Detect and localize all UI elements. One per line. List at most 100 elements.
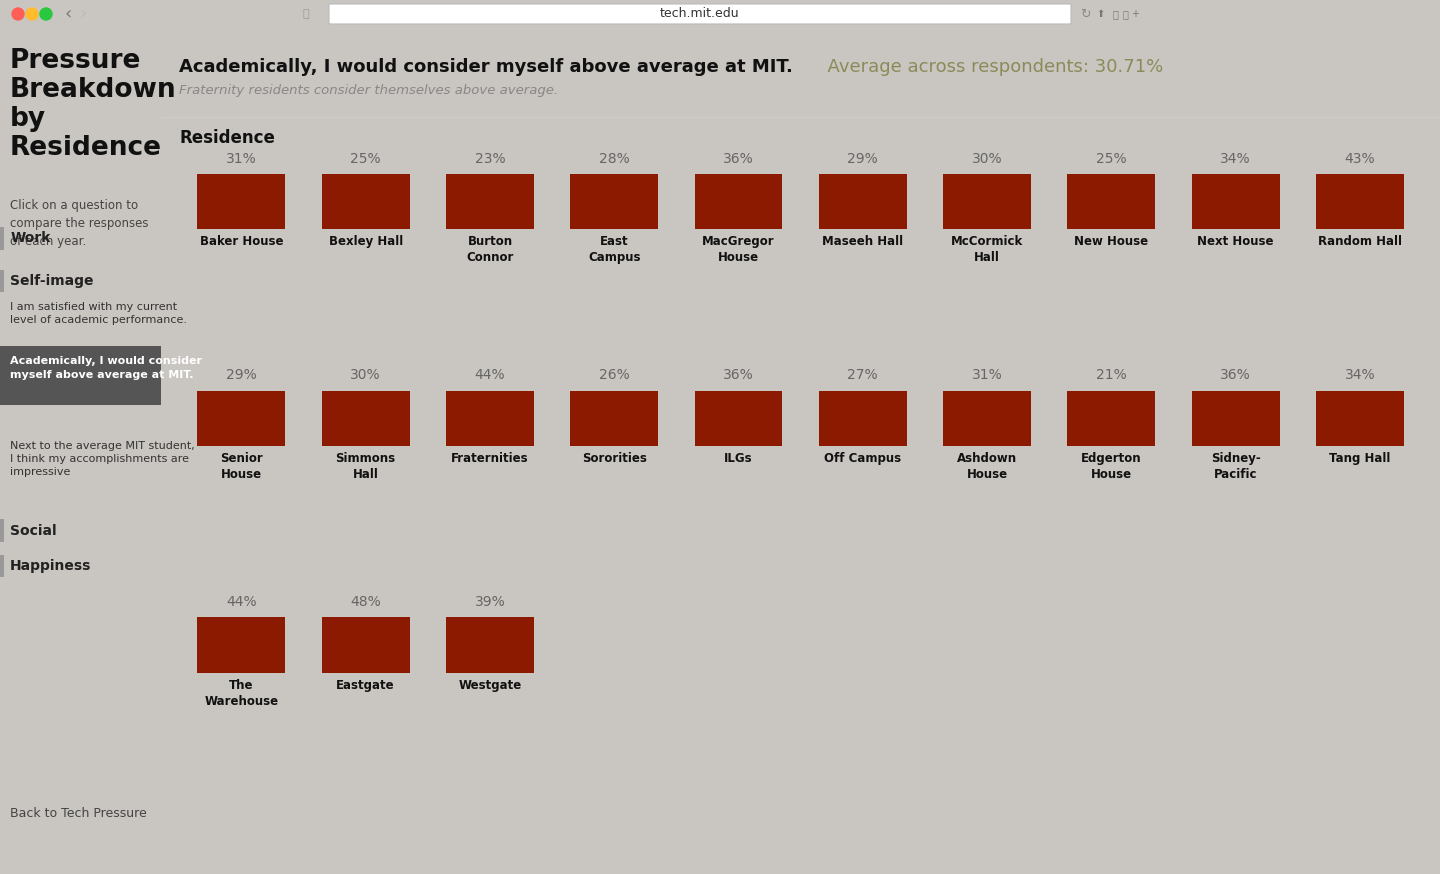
- Circle shape: [40, 8, 52, 20]
- Text: 39%: 39%: [475, 595, 505, 609]
- Text: Pressure
Breakdown
by
Residence: Pressure Breakdown by Residence: [10, 48, 177, 161]
- Text: Senior
House: Senior House: [220, 452, 262, 481]
- Text: 29%: 29%: [226, 369, 256, 383]
- Bar: [943, 391, 1031, 446]
- Text: Fraternity residents consider themselves above average.: Fraternity residents consider themselves…: [179, 85, 559, 97]
- Text: ↻: ↻: [1080, 8, 1090, 20]
- Bar: [819, 174, 907, 229]
- Text: 30%: 30%: [350, 369, 382, 383]
- Text: 31%: 31%: [226, 152, 256, 166]
- Text: Fraternities: Fraternities: [451, 452, 528, 465]
- Text: 28%: 28%: [599, 152, 629, 166]
- Circle shape: [12, 8, 24, 20]
- Text: 48%: 48%: [350, 595, 382, 609]
- Bar: [1067, 391, 1155, 446]
- Text: Maseeh Hall: Maseeh Hall: [822, 235, 903, 248]
- Bar: [0, 346, 161, 405]
- Bar: [570, 174, 658, 229]
- Text: ❓: ❓: [1122, 9, 1128, 19]
- Text: 31%: 31%: [972, 369, 1002, 383]
- Text: MacGregor
House: MacGregor House: [703, 235, 775, 265]
- Text: Academically, I would consider
myself above average at MIT.: Academically, I would consider myself ab…: [10, 357, 202, 379]
- Bar: [321, 174, 409, 229]
- Text: Residence: Residence: [179, 128, 275, 147]
- Bar: [0, 519, 4, 542]
- Text: 43%: 43%: [1345, 152, 1375, 166]
- Text: ⬜: ⬜: [1112, 9, 1117, 19]
- Text: I am satisfied with my current
level of academic performance.: I am satisfied with my current level of …: [10, 302, 187, 325]
- Text: Random Hall: Random Hall: [1318, 235, 1403, 248]
- Bar: [321, 391, 409, 446]
- Bar: [0, 555, 4, 577]
- Bar: [819, 391, 907, 446]
- Text: +: +: [1130, 9, 1139, 19]
- Text: Sororities: Sororities: [582, 452, 647, 465]
- Text: The
Warehouse: The Warehouse: [204, 678, 278, 708]
- Text: East
Campus: East Campus: [588, 235, 641, 265]
- Text: Click on a question to
compare the responses
of each year.: Click on a question to compare the respo…: [10, 199, 148, 248]
- Text: Baker House: Baker House: [200, 235, 284, 248]
- Text: 25%: 25%: [350, 152, 382, 166]
- Text: Self-image: Self-image: [10, 274, 94, 288]
- Text: 26%: 26%: [599, 369, 629, 383]
- Text: 30%: 30%: [972, 152, 1002, 166]
- Text: tech.mit.edu: tech.mit.edu: [660, 8, 740, 20]
- Text: Simmons
Hall: Simmons Hall: [336, 452, 396, 481]
- Text: Next House: Next House: [1197, 235, 1274, 248]
- Text: Back to Tech Pressure: Back to Tech Pressure: [10, 807, 147, 820]
- Bar: [1316, 391, 1404, 446]
- Text: 36%: 36%: [723, 152, 755, 166]
- Text: 34%: 34%: [1220, 152, 1251, 166]
- Text: Social: Social: [10, 524, 56, 538]
- Bar: [321, 617, 409, 673]
- Text: ⓘ: ⓘ: [302, 9, 310, 19]
- Bar: [694, 174, 782, 229]
- Bar: [1192, 391, 1280, 446]
- Text: Average across respondents: 30.71%: Average across respondents: 30.71%: [815, 59, 1164, 76]
- Text: Edgerton
House: Edgerton House: [1081, 452, 1142, 481]
- Circle shape: [26, 8, 37, 20]
- Text: Off Campus: Off Campus: [824, 452, 901, 465]
- Text: Westgate: Westgate: [458, 678, 521, 691]
- Bar: [0, 227, 4, 250]
- Text: Tang Hall: Tang Hall: [1329, 452, 1391, 465]
- Text: ILGs: ILGs: [724, 452, 753, 465]
- Text: McCormick
Hall: McCormick Hall: [950, 235, 1024, 265]
- Text: Next to the average MIT student,
I think my accomplishments are
impressive: Next to the average MIT student, I think…: [10, 440, 194, 477]
- Text: Bexley Hall: Bexley Hall: [328, 235, 403, 248]
- Text: ⬆: ⬆: [1096, 9, 1104, 19]
- Text: Sidney-
Pacific: Sidney- Pacific: [1211, 452, 1260, 481]
- Text: Academically, I would consider myself above average at MIT.: Academically, I would consider myself ab…: [179, 59, 793, 76]
- Bar: [694, 391, 782, 446]
- Text: 36%: 36%: [723, 369, 755, 383]
- Text: 23%: 23%: [475, 152, 505, 166]
- Text: New House: New House: [1074, 235, 1148, 248]
- Text: 25%: 25%: [1096, 152, 1126, 166]
- Bar: [570, 391, 658, 446]
- Text: Happiness: Happiness: [10, 558, 92, 572]
- Text: Burton
Connor: Burton Connor: [467, 235, 514, 265]
- Text: 29%: 29%: [847, 152, 878, 166]
- Text: ‹: ‹: [65, 5, 72, 23]
- Bar: [197, 617, 285, 673]
- Bar: [1316, 174, 1404, 229]
- Text: 44%: 44%: [475, 369, 505, 383]
- Bar: [1192, 174, 1280, 229]
- Text: 34%: 34%: [1345, 369, 1375, 383]
- Bar: [1067, 174, 1155, 229]
- Bar: [446, 174, 534, 229]
- Text: Work: Work: [10, 232, 50, 246]
- Bar: [446, 617, 534, 673]
- Text: 44%: 44%: [226, 595, 256, 609]
- Bar: [197, 174, 285, 229]
- Bar: [943, 174, 1031, 229]
- Bar: [446, 391, 534, 446]
- Bar: [197, 391, 285, 446]
- Text: 36%: 36%: [1220, 369, 1251, 383]
- Bar: [0, 270, 4, 292]
- Text: Eastgate: Eastgate: [337, 678, 395, 691]
- Text: Ashdown
House: Ashdown House: [958, 452, 1017, 481]
- Text: 27%: 27%: [848, 369, 878, 383]
- Text: ›: ›: [79, 5, 86, 23]
- FancyBboxPatch shape: [328, 4, 1071, 24]
